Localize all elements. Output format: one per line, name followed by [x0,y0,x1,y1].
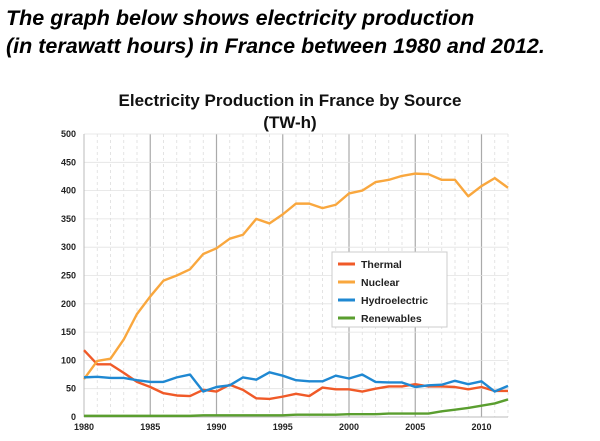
y-tick-label: 250 [61,271,76,281]
y-tick-label: 0 [71,412,76,422]
y-tick-label: 350 [61,214,76,224]
series-line-thermal [83,349,508,401]
y-tick-label: 450 [61,157,76,167]
y-tick-label: 200 [61,299,76,309]
series-lines [83,172,509,418]
series-line-renewables [84,398,509,418]
x-tick-label: 1990 [206,422,226,432]
series-line-hydroelectric [83,371,509,393]
legend-label: Thermal [361,259,402,271]
x-tick-label: 2000 [339,422,359,432]
x-tick-label: 1995 [273,422,293,432]
legend-label: Nuclear [361,277,400,289]
y-tick-label: 100 [61,355,76,365]
y-tick-label: 500 [61,129,76,139]
legend-label: Hydroelectric [361,295,428,307]
grid [84,133,509,418]
x-tick-label: 2005 [405,422,425,432]
series-line-nuclear [83,172,509,380]
page-heading: The graph below shows electricity produc… [6,4,545,60]
chart-subtitle: (TW-h) [263,113,316,132]
heading-line-2: (in terawatt hours) in France between 19… [6,34,545,58]
x-tick-label: 1980 [74,422,94,432]
y-tick-label: 150 [61,327,76,337]
y-tick-label: 300 [61,242,76,252]
x-tick-label: 2010 [471,422,491,432]
y-tick-label: 400 [61,186,76,196]
legend-label: Renewables [361,313,422,325]
heading-line-1: The graph below shows electricity produc… [6,6,475,30]
y-tick-label: 50 [66,384,76,394]
x-tick-label: 1985 [140,422,160,432]
chart-title: Electricity Production in France by Sour… [119,91,462,110]
legend: Thermal Nuclear Hydroelectric Renewables [331,251,448,328]
